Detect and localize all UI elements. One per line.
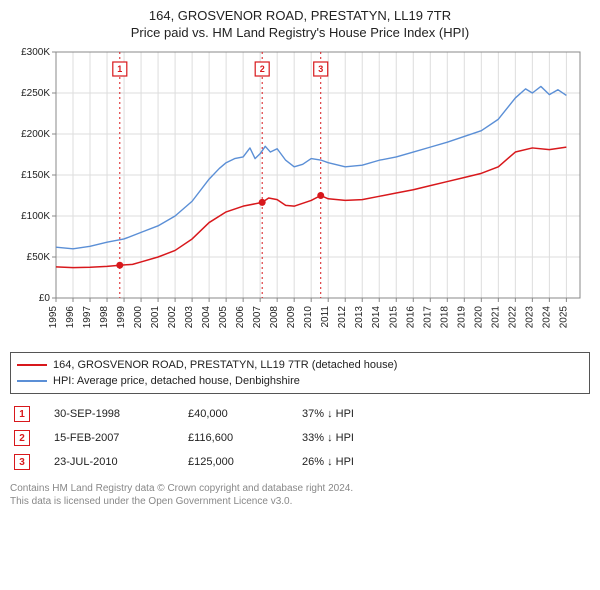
event-row: 1 30-SEP-1998 £40,000 37% ↓ HPI — [10, 402, 590, 426]
svg-text:2000: 2000 — [133, 306, 144, 329]
page-title: 164, GROSVENOR ROAD, PRESTATYN, LL19 7TR — [10, 8, 590, 23]
svg-text:2003: 2003 — [184, 306, 195, 329]
svg-text:2010: 2010 — [303, 306, 314, 329]
svg-text:2011: 2011 — [320, 306, 331, 328]
svg-text:2002: 2002 — [167, 306, 178, 329]
legend-label: HPI: Average price, detached house, Denb… — [53, 375, 300, 387]
svg-text:£0: £0 — [39, 293, 51, 304]
event-delta: 37% ↓ HPI — [302, 408, 402, 420]
svg-text:£250K: £250K — [21, 88, 50, 99]
svg-text:2019: 2019 — [456, 306, 467, 329]
svg-text:2006: 2006 — [235, 306, 246, 329]
event-marker: 3 — [14, 454, 30, 470]
svg-text:2020: 2020 — [473, 306, 484, 329]
sale-events-table: 1 30-SEP-1998 £40,000 37% ↓ HPI 2 15-FEB-2007… — [10, 402, 590, 474]
svg-text:1997: 1997 — [82, 306, 93, 329]
svg-text:3: 3 — [318, 64, 323, 74]
legend-row: HPI: Average price, detached house, Denb… — [17, 373, 583, 389]
svg-text:2022: 2022 — [507, 306, 518, 329]
event-price: £40,000 — [188, 408, 278, 420]
event-marker: 2 — [14, 430, 30, 446]
event-price: £125,000 — [188, 456, 278, 468]
svg-text:2018: 2018 — [439, 306, 450, 329]
legend-label: 164, GROSVENOR ROAD, PRESTATYN, LL19 7TR… — [53, 359, 397, 371]
svg-text:1998: 1998 — [99, 306, 110, 329]
event-date: 23-JUL-2010 — [54, 456, 164, 468]
legend-row: 164, GROSVENOR ROAD, PRESTATYN, LL19 7TR… — [17, 357, 583, 373]
page-subtitle: Price paid vs. HM Land Registry's House … — [10, 25, 590, 40]
svg-text:£150K: £150K — [21, 170, 50, 181]
svg-text:1995: 1995 — [48, 306, 59, 329]
svg-text:£100K: £100K — [21, 211, 50, 222]
svg-text:2007: 2007 — [252, 306, 263, 329]
svg-text:£50K: £50K — [27, 252, 51, 263]
svg-text:2001: 2001 — [150, 306, 161, 329]
svg-text:2017: 2017 — [422, 306, 433, 329]
footer-line-2: This data is licensed under the Open Gov… — [10, 495, 590, 508]
svg-text:2014: 2014 — [371, 306, 382, 329]
event-row: 2 15-FEB-2007 £116,600 33% ↓ HPI — [10, 426, 590, 450]
price-chart: £0 £50K £100K £150K £200K £250K £300K 1995 1996 1… — [10, 46, 590, 346]
event-date: 30-SEP-1998 — [54, 408, 164, 420]
legend-swatch — [17, 364, 47, 366]
svg-text:£300K: £300K — [21, 47, 50, 58]
svg-text:2025: 2025 — [558, 306, 569, 329]
svg-text:2: 2 — [260, 64, 265, 74]
footer-attribution: Contains HM Land Registry data © Crown c… — [10, 482, 590, 508]
svg-text:2012: 2012 — [337, 306, 348, 329]
legend-swatch — [17, 380, 47, 382]
event-row: 3 23-JUL-2010 £125,000 26% ↓ HPI — [10, 450, 590, 474]
event-date: 15-FEB-2007 — [54, 432, 164, 444]
svg-text:2016: 2016 — [405, 306, 416, 329]
svg-text:1999: 1999 — [116, 306, 127, 329]
svg-text:2013: 2013 — [354, 306, 365, 329]
event-price: £116,600 — [188, 432, 278, 444]
svg-text:2009: 2009 — [286, 306, 297, 329]
svg-text:2005: 2005 — [218, 306, 229, 329]
svg-text:2023: 2023 — [524, 306, 535, 329]
event-marker: 1 — [14, 406, 30, 422]
footer-line-1: Contains HM Land Registry data © Crown c… — [10, 482, 590, 495]
legend: 164, GROSVENOR ROAD, PRESTATYN, LL19 7TR… — [10, 352, 590, 394]
svg-text:2015: 2015 — [388, 306, 399, 329]
svg-text:1: 1 — [117, 64, 122, 74]
event-delta: 26% ↓ HPI — [302, 456, 402, 468]
svg-text:2008: 2008 — [269, 306, 280, 329]
svg-text:£200K: £200K — [21, 129, 50, 140]
svg-text:2021: 2021 — [490, 306, 501, 329]
event-delta: 33% ↓ HPI — [302, 432, 402, 444]
svg-text:2024: 2024 — [541, 306, 552, 329]
svg-text:1996: 1996 — [65, 306, 76, 329]
svg-text:2004: 2004 — [201, 306, 212, 329]
